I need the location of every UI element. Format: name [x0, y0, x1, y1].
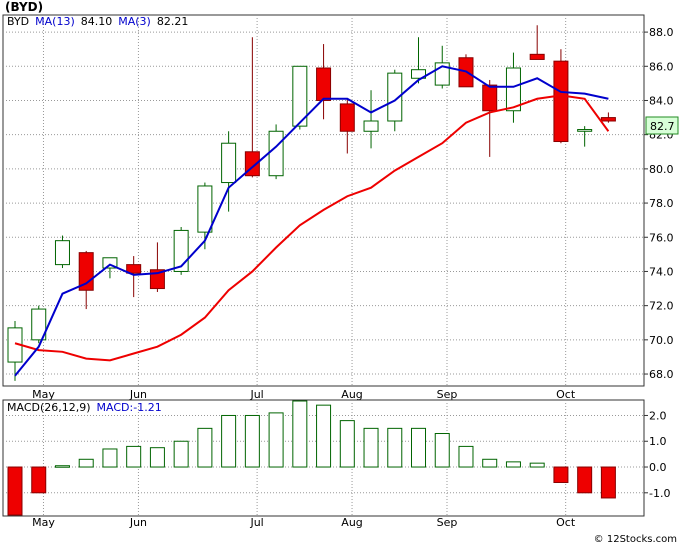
macd-bar: [197, 427, 213, 468]
macd-bar: [126, 445, 142, 468]
macd-bar: [458, 445, 474, 468]
macd-bar: [54, 465, 70, 468]
macd-bar: [600, 466, 616, 499]
macd-bar: [268, 412, 284, 468]
macd-bar: [553, 466, 569, 483]
candle-body: [600, 117, 616, 122]
macd-x-tick-label: Sep: [437, 516, 458, 529]
macd-x-tick-label: Oct: [556, 516, 576, 529]
price-y-tick-label: 76.0: [649, 231, 674, 244]
macd-y-tick-label: -1.0: [649, 487, 670, 500]
price-y-tick-label: 88.0: [649, 26, 674, 39]
chart-title: (BYD): [5, 0, 43, 14]
watermark: © 12Stocks.com: [594, 534, 677, 545]
candle-body: [577, 129, 593, 132]
price-legend-item: BYD: [7, 15, 29, 28]
price-x-tick-label: Sep: [437, 388, 458, 401]
candle-body: [363, 120, 379, 132]
macd-bar: [316, 404, 332, 468]
macd-x-axis: May Jun Jul Aug Sep Oct: [32, 516, 576, 529]
price-y-tick-label: 70.0: [649, 334, 674, 347]
macd-bar: [31, 466, 47, 494]
macd-bar: [505, 461, 521, 468]
macd-y-axis: -1.0 0.0 1.0 2.0: [644, 409, 670, 500]
price-x-tick-label: May: [32, 388, 55, 401]
price-moving-averages: [14, 65, 610, 377]
candle-body: [268, 130, 284, 177]
candle-body: [31, 308, 47, 341]
macd-legend: MACD(26,12,9) MACD:-1.21: [7, 401, 162, 414]
price-grid: [3, 15, 644, 386]
macd-bar: [292, 400, 308, 468]
price-legend-item: MA(13): [35, 15, 75, 28]
price-y-tick-label: 78.0: [649, 197, 674, 210]
price-y-axis: 68.070.072.074.076.078.080.082.084.086.0…: [644, 26, 674, 381]
ma13-line: [14, 65, 609, 377]
macd-bar: [78, 458, 94, 468]
price-y-tick-label: 74.0: [649, 265, 674, 278]
macd-bar: [173, 440, 189, 468]
candle-body: [553, 60, 569, 143]
macd-y-tick-label: 2.0: [649, 409, 667, 422]
price-x-tick-label: Jul: [249, 388, 263, 401]
macd-x-tick-label: May: [32, 516, 55, 529]
macd-bar: [149, 447, 165, 468]
price-legend: BYD MA(13) 84.10 MA(3) 82.21: [7, 15, 188, 28]
candle-body: [482, 84, 498, 112]
macd-legend-item: MACD(26,12,9): [7, 401, 91, 414]
price-x-tick-label: Oct: [556, 388, 576, 401]
candle-body: [197, 185, 213, 233]
candle-body: [339, 103, 355, 132]
macd-x-tick-label: Jun: [129, 516, 147, 529]
macd-bar: [221, 414, 237, 468]
macd-y-tick-label: 1.0: [649, 435, 667, 448]
last-price-label: 82.7: [650, 120, 675, 133]
candle-body: [316, 67, 332, 101]
price-legend-item: MA(3): [118, 15, 151, 28]
macd-bar: [577, 466, 593, 494]
price-y-tick-label: 80.0: [649, 163, 674, 176]
candle-body: [529, 53, 545, 60]
candle-body: [387, 72, 403, 122]
price-y-tick-label: 68.0: [649, 368, 674, 381]
macd-bar: [244, 414, 260, 468]
price-y-tick-label: 72.0: [649, 300, 674, 313]
macd-bar: [411, 427, 427, 468]
candle-body: [102, 257, 118, 269]
macd-x-tick-label: Aug: [341, 516, 362, 529]
macd-bars: [7, 400, 616, 516]
candle-body: [149, 269, 165, 290]
macd-bar: [434, 433, 450, 468]
candle-body: [221, 142, 237, 184]
macd-bar: [339, 420, 355, 468]
macd-bar: [482, 458, 498, 468]
ma3-line: [14, 94, 610, 362]
price-x-tick-label: Jun: [129, 388, 147, 401]
price-y-tick-label: 84.0: [649, 94, 674, 107]
price-x-axis: May Jun Jul Aug Sep Oct: [32, 388, 576, 401]
candle-body: [411, 69, 427, 79]
last-price-badge: [645, 116, 679, 135]
candle-body: [505, 67, 521, 112]
macd-bar: [363, 427, 379, 468]
macd-bar: [529, 462, 545, 468]
macd-bar: [387, 427, 403, 468]
candle-body: [54, 240, 70, 266]
price-x-tick-label: Aug: [341, 388, 362, 401]
macd-bar: [7, 466, 23, 516]
price-legend-item: 84.10: [81, 15, 113, 28]
macd-legend-item: MACD:-1.21: [97, 401, 162, 414]
candle-body: [126, 264, 142, 274]
macd-bar: [102, 448, 118, 468]
macd-x-tick-label: Jul: [249, 516, 263, 529]
price-legend-item: 82.21: [157, 15, 189, 28]
macd-y-tick-label: 0.0: [649, 461, 667, 474]
price-y-tick-label: 86.0: [649, 60, 674, 73]
candle-body: [292, 65, 308, 127]
